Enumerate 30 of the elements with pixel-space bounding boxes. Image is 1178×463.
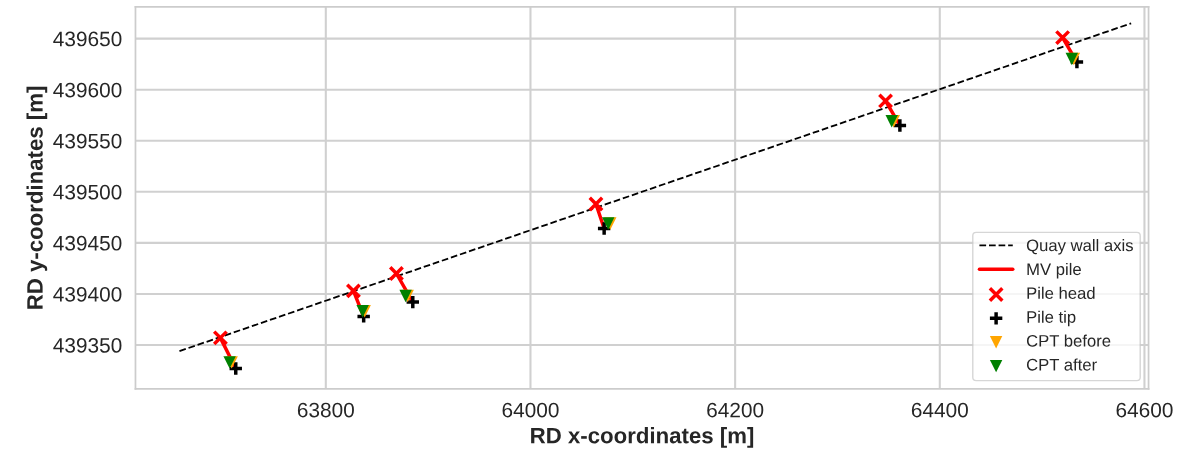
legend-label: Pile tip [1027, 310, 1076, 327]
legend-label: CPT before [1026, 334, 1111, 347]
x-tick-label: 63800 [297, 402, 354, 418]
point [1054, 29, 1071, 46]
y-tick-label: 439450 [53, 235, 122, 251]
legend-label: Pile head [1027, 286, 1095, 300]
x-tick-label: 64600 [1116, 402, 1173, 418]
x-tick-label: 64400 [911, 402, 968, 418]
legend-label: Quay wall axis [1026, 239, 1133, 255]
x-tick-label: 64200 [707, 402, 764, 418]
legend-label: MV pile [1027, 262, 1081, 279]
x-axis-title: RD x-coordinates [m] [531, 427, 754, 448]
point [877, 92, 894, 109]
point [891, 117, 908, 134]
point [404, 294, 421, 311]
point [388, 265, 405, 282]
y-tick-label: 439500 [53, 184, 122, 200]
point [345, 282, 362, 299]
y-axis-title: RD y-coordinates [m] [26, 86, 48, 309]
y-tick-label: 439650 [53, 31, 122, 47]
point [227, 360, 244, 377]
x-tick-label: 64000 [502, 402, 559, 418]
point [212, 329, 229, 346]
y-tick-label: 439600 [53, 82, 122, 98]
point [588, 196, 604, 213]
y-tick-label: 439550 [53, 133, 122, 149]
legend-label: CPT after [1026, 358, 1097, 371]
y-tick-label: 439400 [53, 286, 122, 302]
point [596, 220, 613, 237]
y-tick-label: 439350 [53, 338, 122, 353]
